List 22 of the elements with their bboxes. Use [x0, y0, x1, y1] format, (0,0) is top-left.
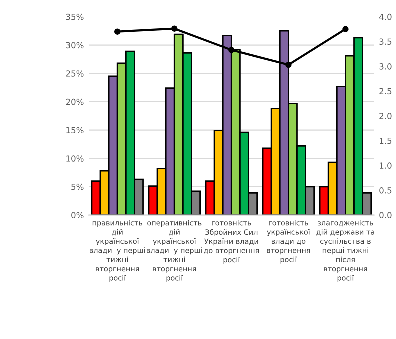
point [228, 47, 235, 54]
y-tick-label: 35% [66, 14, 84, 20]
y2-tick-label: 4.0 [379, 14, 392, 20]
y-tick-label: 30% [66, 42, 84, 49]
y-tick-label: 10% [66, 156, 84, 162]
y-tick-label: 5% [72, 184, 84, 190]
y2-tick-label: 3.0 [380, 64, 392, 70]
point [172, 26, 178, 32]
y-tick-label: 25% [66, 70, 84, 77]
y2-tick-label: 2.5 [380, 88, 392, 95]
y2-tick-label: 1.0 [380, 162, 392, 169]
point [342, 26, 349, 32]
y2-tick-label: 2.0 [380, 113, 392, 120]
y2-tick-label: 1.5 [380, 138, 392, 144]
point [286, 62, 292, 68]
y-tick-label: 20% [66, 98, 84, 106]
y-tick-label: 15% [66, 127, 84, 134]
point [114, 28, 121, 35]
y2-tick-label: 0.5 [380, 187, 392, 194]
y2-tick-label: 3.5 [380, 38, 392, 46]
y-tick-label: 0% [72, 212, 84, 219]
y2-tick-label: 0.0 [380, 212, 392, 219]
